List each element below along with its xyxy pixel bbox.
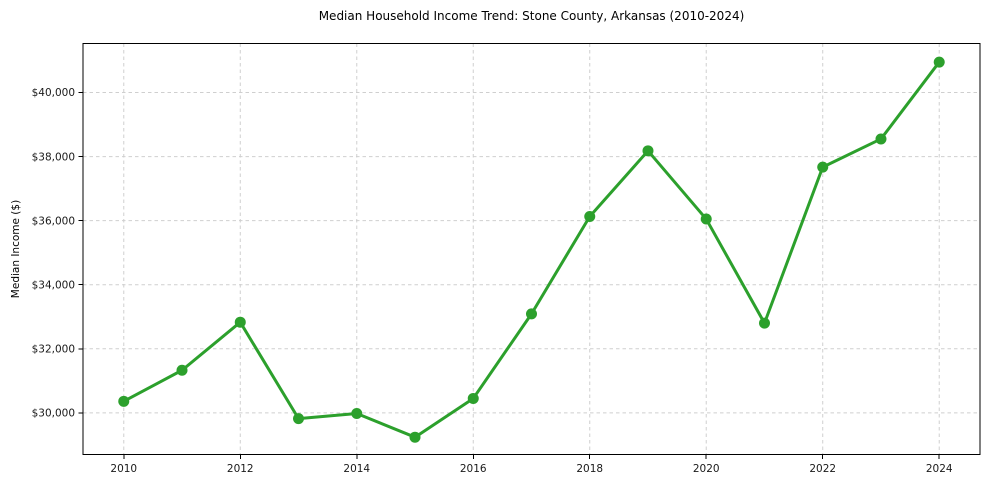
- data-point-marker: [293, 413, 305, 425]
- data-point-marker: [467, 392, 479, 404]
- data-point-marker: [584, 210, 596, 222]
- y-tick-label: $36,000: [32, 215, 75, 227]
- x-tick-label: 2016: [460, 463, 487, 475]
- data-point-marker: [642, 145, 654, 157]
- x-tick-label: 2024: [926, 463, 953, 475]
- y-tick-label: $30,000: [32, 408, 75, 420]
- axes-box: [82, 43, 981, 455]
- data-point-marker: [234, 316, 246, 328]
- y-tick-label: $38,000: [32, 151, 75, 163]
- x-tick-label: 2022: [809, 463, 836, 475]
- data-point-marker: [351, 407, 363, 419]
- data-point-marker: [875, 133, 887, 145]
- data-point-marker: [176, 364, 188, 376]
- x-tick-label: 2018: [576, 463, 603, 475]
- data-point-marker: [700, 213, 712, 225]
- y-axis-label: Median Income ($): [10, 199, 22, 299]
- data-point-marker: [409, 431, 421, 443]
- data-point-marker: [933, 56, 945, 68]
- x-tick-label: 2020: [693, 463, 720, 475]
- y-tick-label: $32,000: [32, 343, 75, 355]
- chart-title: Median Household Income Trend: Stone Cou…: [318, 9, 745, 23]
- data-point-marker: [526, 308, 537, 320]
- x-tick-label: 2012: [227, 463, 254, 475]
- x-tick-label: 2014: [343, 463, 370, 475]
- data-point-marker: [758, 317, 770, 329]
- x-tick-label: 2010: [110, 463, 137, 475]
- data-point-marker: [118, 395, 130, 407]
- y-tick-label: $40,000: [32, 87, 75, 99]
- y-tick-label: $34,000: [32, 279, 75, 291]
- data-point-marker: [817, 161, 829, 173]
- data-line: [122, 60, 941, 439]
